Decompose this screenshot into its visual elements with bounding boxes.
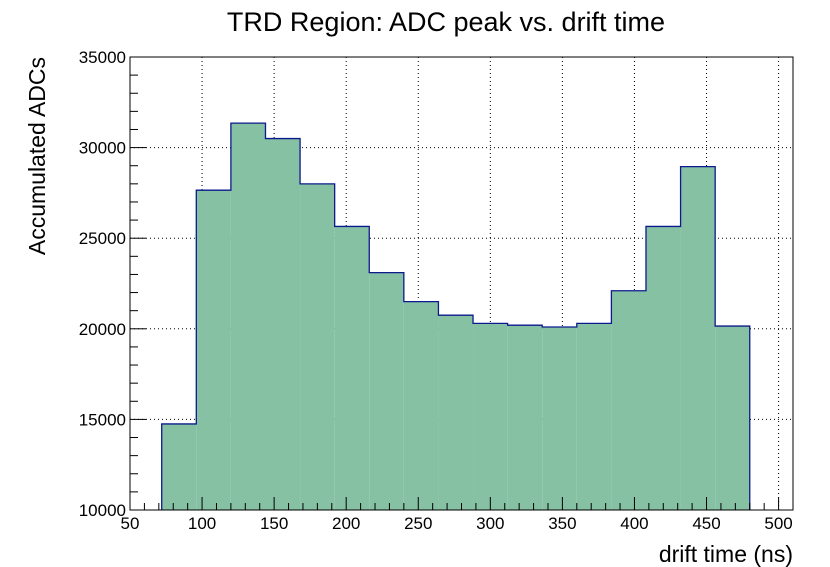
- x-tick-label-50: 50: [121, 514, 140, 533]
- histogram-bin-288: [473, 323, 508, 510]
- histogram-bin-408: [645, 226, 681, 510]
- y-tick-label-30000: 30000: [79, 139, 126, 158]
- y-axis-title: Accumulated ADCs: [24, 57, 50, 255]
- x-tick-label-100: 100: [188, 514, 216, 533]
- chart-title: TRD Region: ADC peak vs. drift time: [227, 7, 665, 37]
- histogram-bin-120: [230, 123, 266, 510]
- y-tick-label-20000: 20000: [79, 320, 126, 339]
- y-tick-label-10000: 10000: [79, 501, 126, 520]
- histogram-bin-384: [611, 290, 646, 510]
- histogram-bars: [161, 122, 751, 511]
- histogram-outline: [161, 122, 751, 510]
- axis-ticks: [129, 56, 794, 511]
- x-tick-label-350: 350: [548, 514, 576, 533]
- histogram-bin-168: [300, 183, 335, 510]
- x-tick-label-450: 450: [692, 514, 720, 533]
- x-tick-label-400: 400: [620, 514, 648, 533]
- histogram-bin-336: [542, 326, 577, 510]
- x-tick-label-300: 300: [476, 514, 504, 533]
- histogram-bin-192: [334, 226, 370, 510]
- x-tick-label-500: 500: [764, 514, 792, 533]
- histogram-bin-240: [403, 301, 439, 510]
- histogram-bin-216: [369, 272, 404, 510]
- x-tick-label-250: 250: [404, 514, 432, 533]
- y-tick-label-15000: 15000: [79, 410, 126, 429]
- histogram-bin-432: [680, 166, 716, 510]
- y-tick-labels: 10000 15000 20000 25000 30000 35000: [79, 48, 126, 520]
- x-tick-label-150: 150: [260, 514, 288, 533]
- y-tick-label-35000: 35000: [79, 48, 126, 67]
- histogram-bin-96: [196, 190, 231, 510]
- histogram-bin-144: [265, 138, 301, 511]
- histogram-bin-264: [438, 315, 474, 510]
- x-axis-title: drift time (ns): [659, 541, 793, 567]
- histogram-bin-456: [715, 326, 750, 510]
- x-tick-label-200: 200: [332, 514, 360, 533]
- histogram-bin-72: [161, 423, 197, 510]
- histogram-bin-312: [507, 325, 543, 510]
- x-tick-labels: 50 100 150 200 250 300 350 400 450 500: [121, 514, 793, 533]
- histogram-bin-360: [576, 323, 612, 510]
- y-tick-label-25000: 25000: [79, 229, 126, 248]
